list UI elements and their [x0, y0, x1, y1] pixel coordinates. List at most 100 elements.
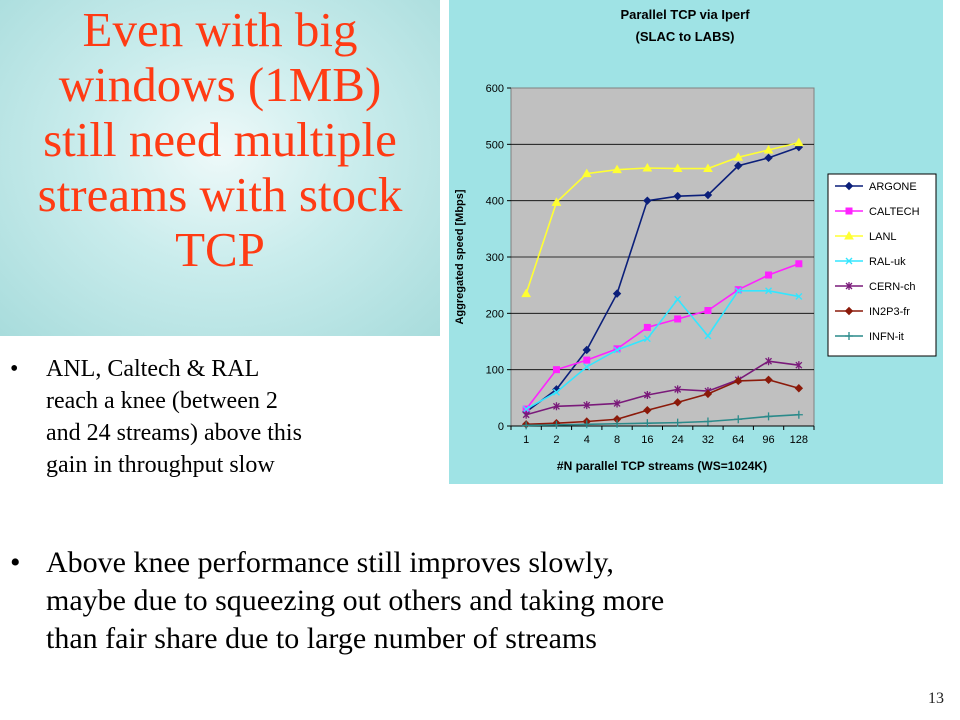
- legend-marker: [844, 181, 854, 191]
- y-axis-ticks: 0 100 200 300 400 500 600: [486, 83, 511, 433]
- series-line: [525, 146, 800, 413]
- chart-panel: Parallel TCP via Iperf (SLAC to LABS) 0 1…: [449, 0, 943, 484]
- data-point: [613, 419, 622, 428]
- x-tick-label: 64: [732, 434, 744, 446]
- bullet-icon: •: [10, 546, 21, 579]
- data-point: [765, 271, 773, 279]
- data-point: [793, 137, 804, 147]
- x-axis-label: #N parallel TCP streams (WS=1024K): [557, 459, 767, 473]
- legend-label: CERN-ch: [869, 281, 915, 293]
- data-point: [704, 332, 712, 340]
- data-point: [613, 346, 621, 354]
- series-line: [525, 360, 799, 416]
- data-point: [643, 196, 652, 205]
- bullet-line: ANL, Caltech & RAL: [46, 356, 260, 382]
- series-ral-uk: [522, 287, 803, 413]
- data-point: [674, 385, 682, 394]
- bullet-line: maybe due to squeezing out others and ta…: [46, 584, 665, 617]
- x-axis-ticks: 1 2 4 8 16 24 32 64 96 128: [510, 426, 815, 446]
- data-point: [643, 323, 651, 331]
- legend-label: ARGONE: [869, 181, 917, 193]
- y-tick-label: 500: [486, 139, 504, 151]
- y-tick-label: 300: [486, 252, 504, 264]
- x-tick-label: 32: [702, 434, 714, 446]
- bullet-line: reach a knee (between 2: [46, 388, 278, 414]
- legend-item: CERN-ch: [835, 281, 915, 293]
- legend-label: CALTECH: [869, 206, 920, 218]
- data-point: [552, 366, 560, 374]
- data-point: [703, 163, 713, 173]
- data-point: [552, 402, 560, 411]
- bullet-line: Above knee performance still improves sl…: [46, 546, 614, 579]
- data-point: [733, 152, 744, 161]
- data-point: [552, 388, 560, 396]
- data-point: [765, 287, 773, 295]
- series-caltech: [522, 260, 803, 413]
- data-point: [763, 144, 774, 154]
- data-point: [734, 287, 742, 295]
- y-tick-label: 200: [486, 308, 504, 320]
- series-line: [526, 413, 799, 427]
- data-point: [674, 295, 682, 303]
- legend-marker: [844, 306, 854, 316]
- data-point: [522, 421, 531, 430]
- bullet-line: than fair share due to large number of s…: [46, 622, 597, 655]
- bullet-icon: •: [10, 356, 19, 382]
- legend-item: ARGONE: [835, 181, 917, 193]
- series-layer: [521, 137, 804, 430]
- slide-title: Even with big windows (1MB) still need m…: [0, 2, 440, 277]
- data-point: [765, 357, 773, 366]
- data-point: [643, 335, 651, 343]
- data-point: [673, 418, 682, 427]
- chart-title: Parallel TCP via Iperf: [620, 7, 750, 22]
- data-point: [795, 361, 803, 370]
- data-point: [522, 405, 530, 413]
- data-point: [734, 376, 743, 386]
- data-point: [642, 162, 653, 172]
- data-point: [794, 410, 803, 419]
- legend-item: IN2P3-fr: [835, 306, 910, 318]
- title-line: TCP: [175, 222, 265, 277]
- title-line: streams with stock: [37, 167, 403, 222]
- data-point: [673, 398, 682, 407]
- data-point: [703, 190, 713, 200]
- data-point: [521, 288, 532, 298]
- data-point: [704, 307, 712, 315]
- legend-marker: [845, 332, 853, 340]
- legend-item: RAL-uk: [835, 256, 906, 268]
- series-argone: [521, 142, 804, 417]
- series-line: [525, 141, 800, 294]
- x-tick-label: 1: [523, 434, 529, 446]
- y-tick-label: 0: [498, 421, 504, 433]
- data-point: [582, 420, 591, 429]
- series-cern-ch: [522, 357, 803, 419]
- data-point: [551, 197, 562, 206]
- chart-subtitle: (SLAC to LABS): [636, 29, 735, 44]
- bullet-item: • Above knee performance still improves …: [10, 544, 940, 658]
- legend-label: RAL-uk: [869, 256, 906, 268]
- data-point: [583, 363, 591, 371]
- data-point: [583, 356, 591, 364]
- series-line: [525, 263, 800, 410]
- title-line: still need multiple: [43, 112, 397, 167]
- series-line: [526, 379, 800, 426]
- y-tick-label: 400: [486, 196, 504, 208]
- data-point: [734, 161, 743, 170]
- data-point: [764, 153, 773, 163]
- data-point: [795, 292, 803, 300]
- data-point: [734, 286, 742, 294]
- data-point: [764, 412, 773, 421]
- data-point: [581, 168, 592, 178]
- data-point: [764, 375, 773, 385]
- data-point: [643, 406, 652, 415]
- line-chart: Parallel TCP via Iperf (SLAC to LABS) 0 1…: [454, 7, 937, 473]
- data-point: [552, 420, 561, 429]
- bullet-item: • ANL, Caltech & RAL reach a knee (betwe…: [10, 353, 450, 481]
- data-point: [703, 417, 712, 426]
- x-tick-label: 96: [762, 434, 774, 446]
- legend-marker: [845, 257, 853, 265]
- legend-marker: [845, 282, 853, 290]
- title-line: Even with big: [82, 2, 358, 57]
- series-infn-it: [522, 410, 803, 430]
- y-tick-label: 600: [486, 83, 504, 95]
